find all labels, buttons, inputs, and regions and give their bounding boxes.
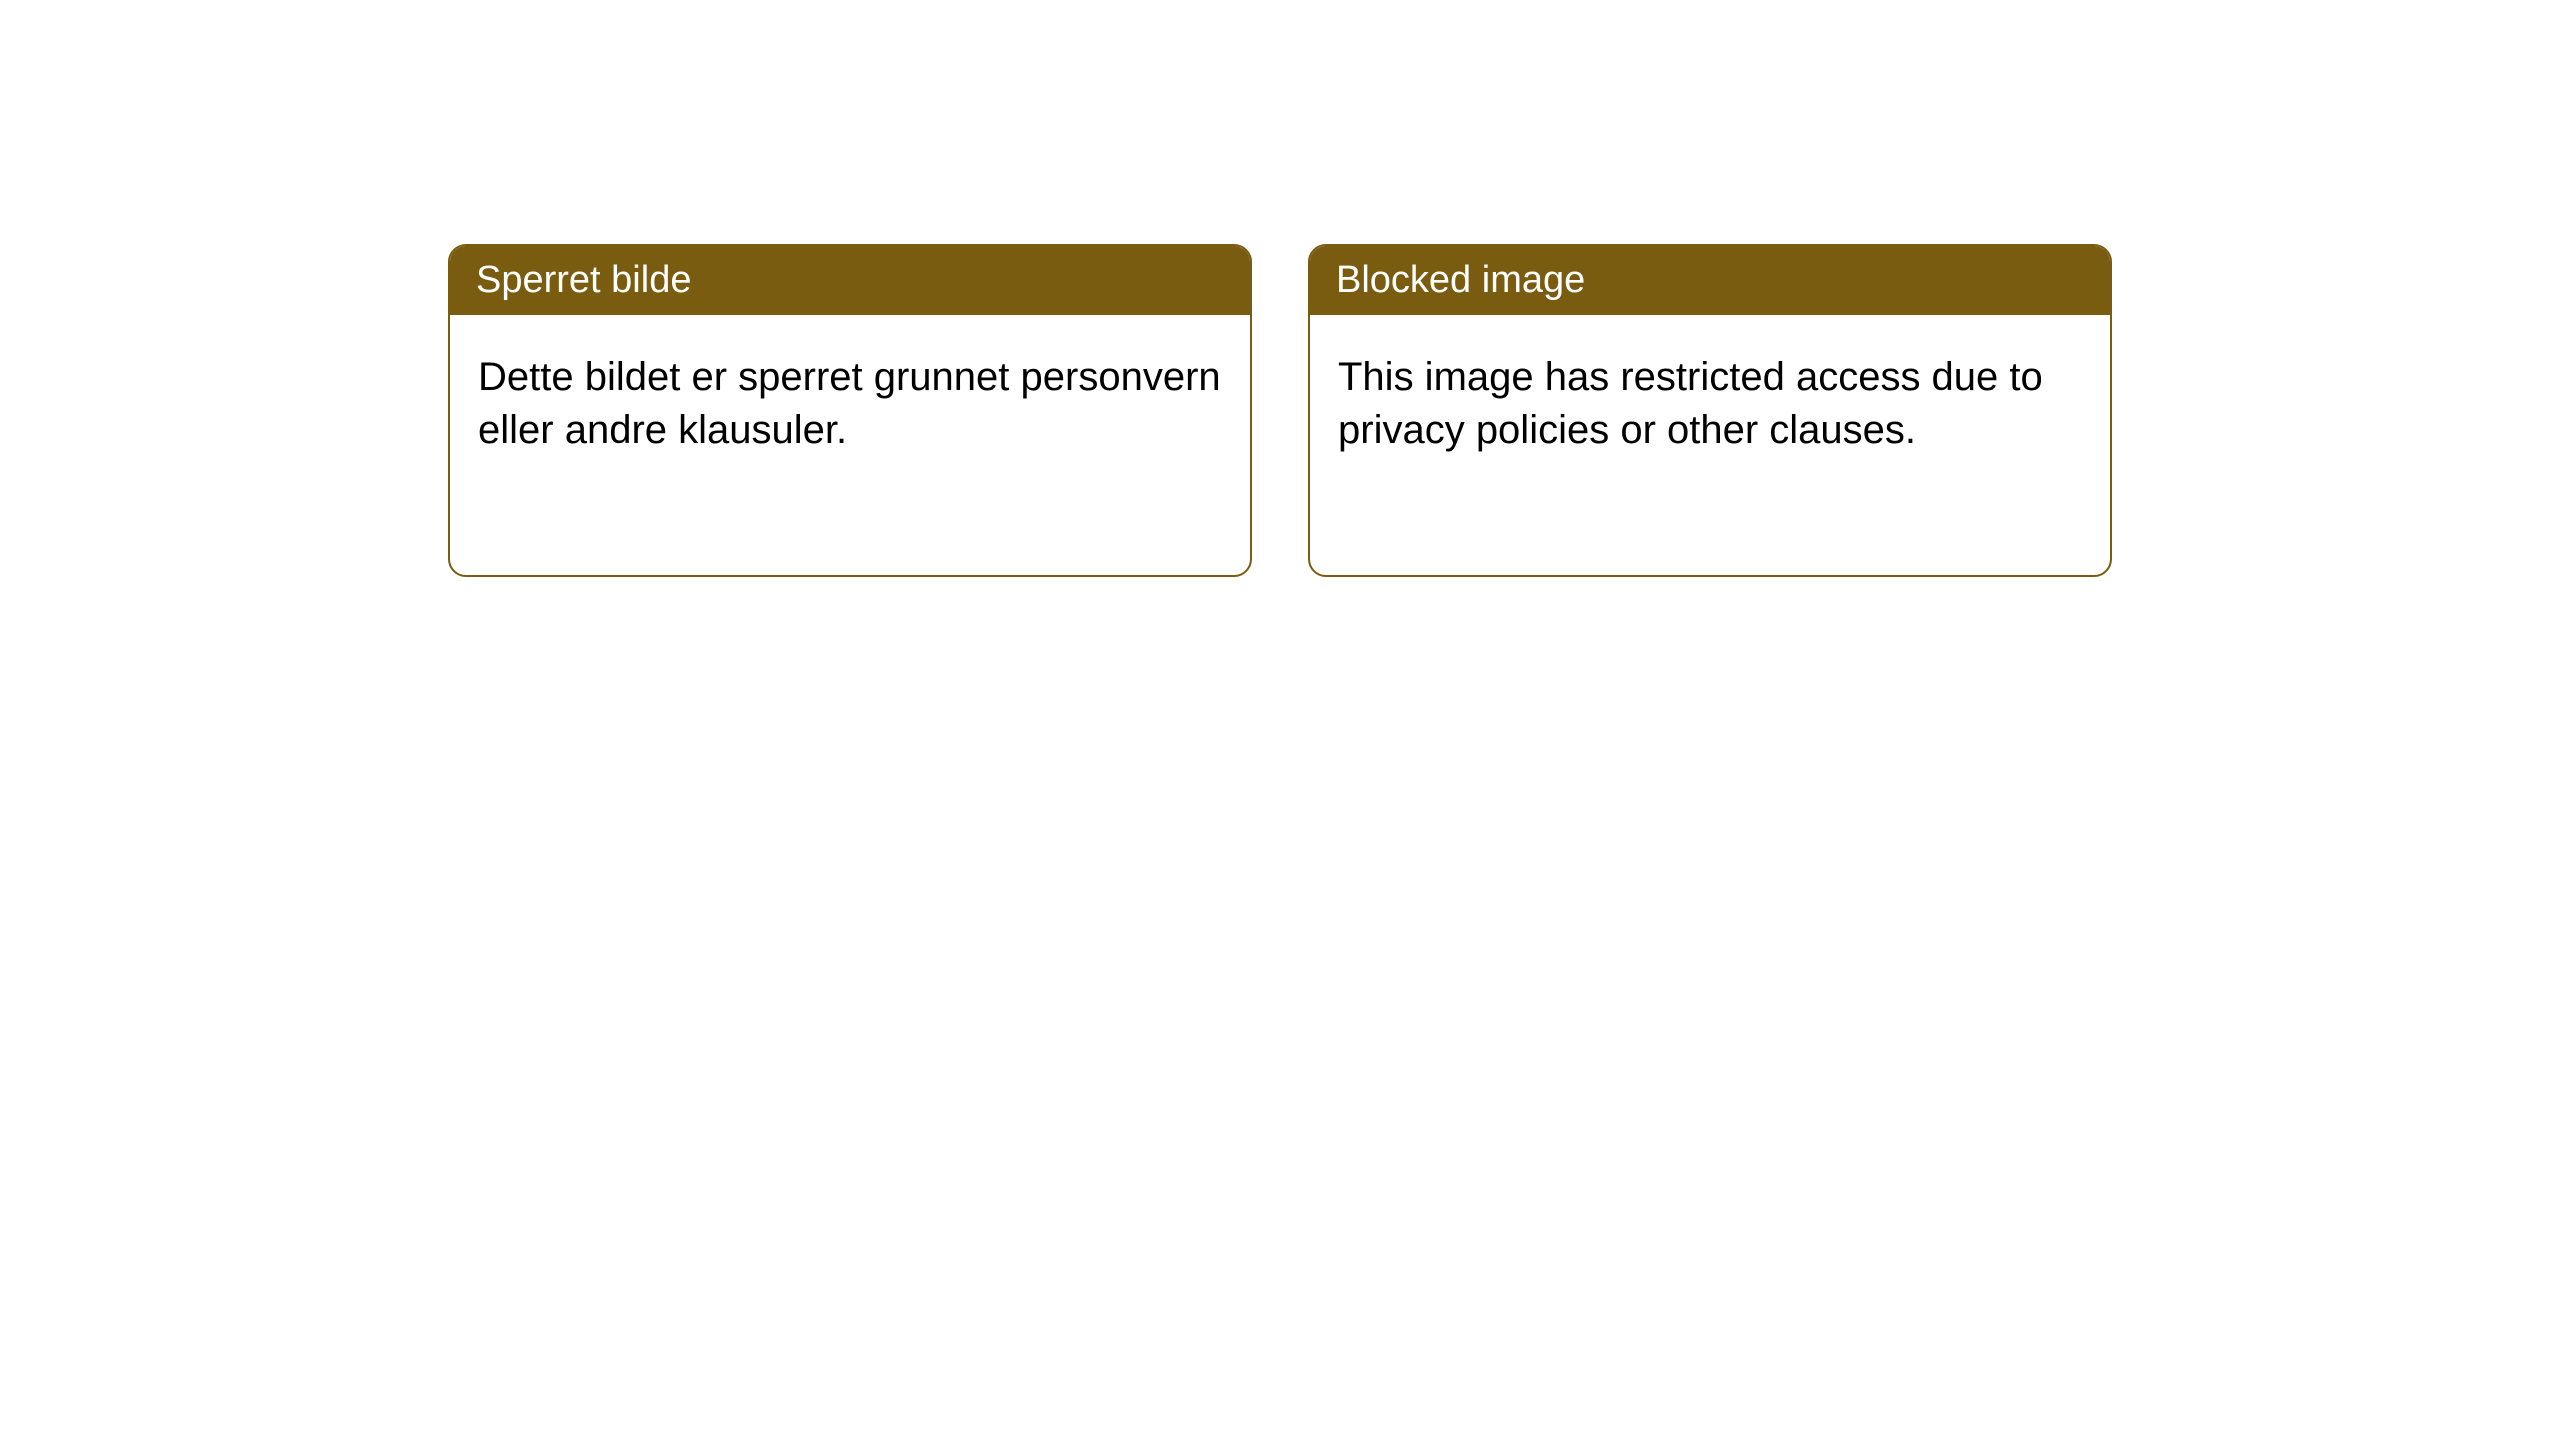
card-header: Blocked image xyxy=(1310,246,2110,315)
card-body: This image has restricted access due to … xyxy=(1310,315,2110,493)
card-title: Blocked image xyxy=(1336,259,1585,301)
card-title: Sperret bilde xyxy=(476,259,691,301)
card-header: Sperret bilde xyxy=(450,246,1250,315)
notice-card-english: Blocked image This image has restricted … xyxy=(1308,244,2112,577)
card-body: Dette bildet er sperret grunnet personve… xyxy=(450,315,1250,493)
notice-card-norwegian: Sperret bilde Dette bildet er sperret gr… xyxy=(448,244,1252,577)
notice-container: Sperret bilde Dette bildet er sperret gr… xyxy=(0,0,2560,577)
card-body-text: Dette bildet er sperret grunnet personve… xyxy=(478,355,1221,452)
card-body-text: This image has restricted access due to … xyxy=(1338,355,2043,452)
